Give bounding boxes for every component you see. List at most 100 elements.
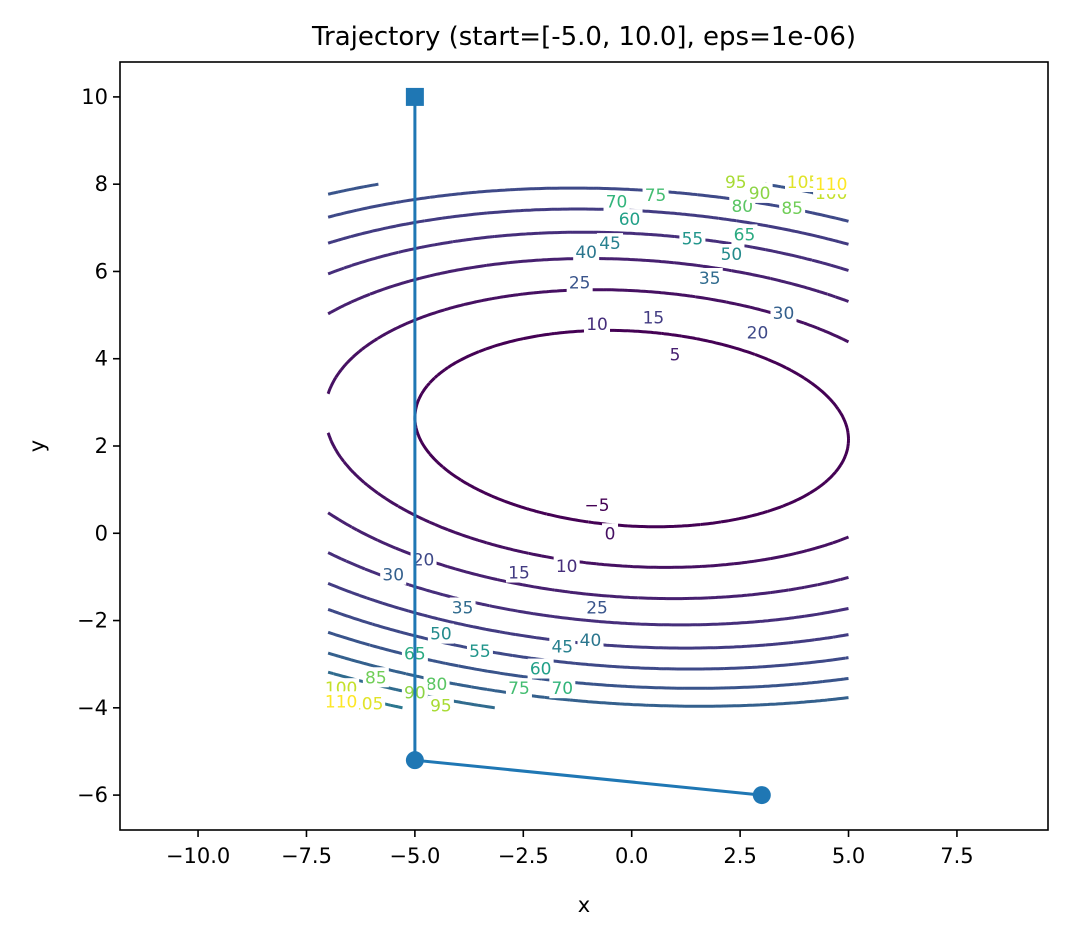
contour-label: 15 (505, 562, 532, 584)
contour-label: 40 (573, 241, 600, 263)
contour-label-bg (597, 233, 624, 254)
contour-label-bg (731, 224, 758, 245)
axes-background (120, 62, 1048, 830)
contour-label-text: 90 (749, 184, 771, 204)
contour-label: 75 (642, 185, 669, 206)
x-tick-label: −7.5 (281, 844, 332, 868)
contour-label: 10 (584, 313, 611, 335)
contour-label-text: 85 (781, 199, 803, 219)
y-tick-label: −4 (77, 696, 108, 720)
chart-title: Trajectory (start=[-5.0, 10.0], eps=1e-0… (311, 22, 856, 52)
contour-label: 60 (616, 209, 643, 230)
contour-label-bg (549, 678, 576, 699)
contour-label: 35 (696, 268, 723, 289)
contour-label: 75 (505, 678, 532, 699)
contour-label-text: 60 (619, 210, 641, 230)
contour-label-text: 50 (721, 245, 743, 265)
contour-label-bg (449, 597, 476, 618)
contour-label: 25 (566, 272, 593, 293)
contour-label-text: 25 (569, 273, 591, 293)
contour-label: −5 (584, 494, 611, 516)
contour-label-bg (380, 564, 407, 585)
contour-label-bg (527, 658, 554, 679)
contour-label-bg (779, 198, 806, 219)
contour-label: 35 (449, 597, 476, 618)
contour-label-text: 10 (586, 315, 608, 335)
contour-label-text: 40 (575, 243, 597, 263)
contour-label: 50 (718, 244, 745, 265)
contour-level-0 (326, 288, 850, 569)
x-axis-ticks: −10.0 −7.5 −5.0 −2.5 0.0 2.5 5.0 7.5 (166, 830, 974, 868)
contour-label-bg (642, 185, 669, 206)
contour-label-text: 75 (508, 679, 530, 699)
contour-label: 95 (722, 172, 749, 193)
contour-label-text: 70 (606, 193, 628, 213)
contour-label-bg (573, 241, 600, 262)
contour-label-bg (577, 630, 604, 651)
contour-label: 80 (423, 673, 450, 695)
contour-label: 40 (577, 630, 604, 651)
trajectory-point-marker (405, 751, 424, 770)
x-tick-label: −5.0 (389, 844, 440, 868)
contour-label-bg (784, 172, 821, 192)
contour-label: 25 (584, 597, 611, 618)
contour-label-bg (616, 209, 643, 230)
contour-label: 95 (427, 695, 454, 717)
y-tick-label: 0 (95, 521, 108, 545)
contour-label: 85 (362, 667, 389, 688)
x-tick-label: 5.0 (832, 844, 865, 868)
contour-label: 65 (731, 224, 758, 245)
contour-label-bg (679, 228, 706, 249)
y-tick-label: 10 (81, 85, 108, 109)
contour-label-bg (466, 641, 493, 662)
contour-label-text: 20 (413, 550, 435, 570)
contour-label-bg (427, 623, 454, 644)
contour-label-bg (603, 191, 630, 212)
contour-label-text: 95 (725, 173, 747, 193)
contour-label: 70 (603, 191, 630, 213)
y-tick-label: 6 (95, 259, 108, 283)
contour-label-text: 110 (815, 175, 847, 195)
contour-label-bg (770, 302, 797, 323)
contour-label-text: 0 (605, 524, 616, 544)
contour-label-text: 45 (551, 638, 573, 658)
contour-label-bg (505, 562, 532, 583)
contour-label-text: −5 (584, 496, 609, 516)
contour-label: 110 (813, 174, 850, 195)
contour-label-text: 35 (699, 269, 721, 289)
contour-label-bg (549, 636, 576, 657)
contour-label: 20 (744, 322, 771, 344)
contour-label: 15 (640, 307, 667, 328)
start-marker (405, 87, 424, 106)
contour-label-text: 35 (452, 598, 474, 618)
contour-label-bg (362, 667, 389, 688)
y-axis-ticks: −6 −4 −2 0 2 4 6 8 10 (77, 85, 120, 807)
contour-label-text: 5 (670, 345, 681, 365)
contour-label-text: 30 (382, 566, 404, 586)
y-tick-label: 8 (95, 172, 108, 196)
contour-label: 85 (779, 198, 806, 219)
y-tick-label: −6 (77, 783, 108, 807)
contour-label-text: 85 (365, 668, 387, 688)
contour-label-text: 55 (682, 230, 704, 250)
contour-label-text: 95 (430, 697, 452, 717)
x-axis-label: x (578, 893, 590, 917)
y-tick-label: 2 (95, 434, 108, 458)
contour-label-bg (505, 678, 532, 699)
contour-lines (326, 182, 850, 710)
contour-label-bg (584, 494, 611, 515)
contour-label-bg (722, 172, 749, 192)
contour-label-bg (718, 244, 745, 264)
x-tick-label: 2.5 (723, 844, 756, 868)
contour-label: 55 (679, 228, 706, 250)
contour-label-text: 10 (556, 557, 578, 577)
contour-label: 0 (602, 523, 619, 544)
contour-label-text: 70 (551, 679, 573, 699)
contour-label-text: 105 (787, 173, 819, 193)
contour-label-bg (323, 691, 360, 712)
contour-label: 5 (667, 344, 684, 365)
contour-label: 55 (466, 641, 493, 662)
contour-label-bg (640, 307, 667, 328)
contour-label-bg (667, 344, 684, 365)
